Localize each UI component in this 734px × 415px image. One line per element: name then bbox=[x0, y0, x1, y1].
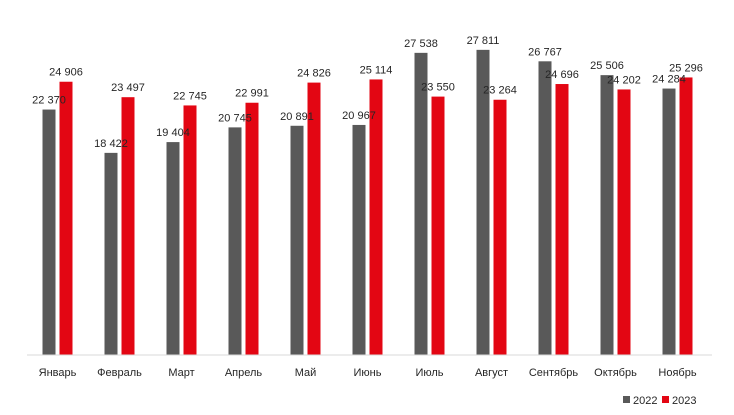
value-label-2023-9: 24 202 bbox=[607, 74, 641, 86]
category-label-3: Апрель bbox=[225, 367, 263, 379]
value-label-2023-4: 24 826 bbox=[297, 68, 331, 80]
bar-2023-7 bbox=[493, 99, 507, 356]
value-label-2023-0: 24 906 bbox=[49, 67, 83, 79]
value-label-2022-5: 20 967 bbox=[342, 110, 376, 122]
category-label-1: Февраль bbox=[97, 367, 142, 379]
bar-2022-4 bbox=[290, 125, 304, 355]
bar-2023-4 bbox=[307, 82, 321, 355]
bar-2023-8 bbox=[555, 84, 569, 355]
legend-label-2022: 2022 bbox=[633, 395, 657, 407]
bar-2022-9 bbox=[600, 75, 614, 355]
value-label-2023-8: 24 696 bbox=[545, 69, 579, 81]
bar-2023-0 bbox=[59, 81, 73, 355]
value-label-2023-3: 22 991 bbox=[235, 88, 269, 100]
category-label-5: Июнь bbox=[354, 367, 382, 379]
bar-2023-5 bbox=[369, 79, 383, 355]
value-label-2023-7: 23 264 bbox=[483, 85, 517, 97]
bar-2022-0 bbox=[42, 109, 56, 355]
bars-layer bbox=[42, 49, 693, 356]
bar-2023-9 bbox=[617, 89, 631, 355]
category-label-2: Март bbox=[168, 367, 194, 379]
category-label-0: Январь bbox=[39, 367, 77, 379]
bar-2023-10 bbox=[679, 77, 693, 355]
category-label-10: Ноябрь bbox=[658, 367, 696, 379]
category-label-7: Август bbox=[475, 367, 508, 379]
bar-2022-2 bbox=[166, 142, 180, 355]
value-label-2022-3: 20 745 bbox=[218, 112, 252, 124]
value-label-2022-2: 19 404 bbox=[156, 127, 190, 139]
category-labels-layer: Январь Февраль Март Апрель Май Июнь Июль Август… bbox=[39, 367, 697, 379]
bar-2023-2 bbox=[183, 105, 197, 355]
value-label-2023-10: 25 296 bbox=[669, 62, 703, 74]
value-label-2022-6: 27 538 bbox=[404, 38, 438, 50]
category-label-9: Октябрь bbox=[594, 367, 637, 379]
value-label-2022-8: 26 767 bbox=[528, 46, 562, 58]
value-label-2022-1: 18 422 bbox=[94, 138, 128, 150]
bar-2022-8 bbox=[538, 61, 552, 356]
legend-label-2023: 2023 bbox=[672, 395, 696, 407]
value-label-2022-0: 22 370 bbox=[32, 95, 66, 107]
bar-2022-10 bbox=[662, 88, 676, 356]
value-label-2023-1: 23 497 bbox=[111, 82, 145, 94]
value-label-2022-10: 24 284 bbox=[652, 74, 686, 86]
bar-2022-5 bbox=[352, 124, 366, 355]
bar-2022-1 bbox=[104, 152, 118, 355]
bar-2022-6 bbox=[414, 52, 428, 355]
value-label-2023-6: 23 550 bbox=[421, 82, 455, 94]
legend-swatch-2023 bbox=[662, 396, 669, 403]
value-label-2022-7: 27 811 bbox=[467, 35, 500, 47]
legend-swatch-2022 bbox=[623, 396, 630, 403]
value-label-2023-5: 25 114 bbox=[360, 64, 393, 76]
category-label-8: Сентябрь bbox=[529, 367, 579, 379]
legend: 2022 2023 bbox=[623, 395, 696, 407]
bar-2022-7 bbox=[476, 49, 490, 355]
bar-2023-6 bbox=[431, 96, 445, 355]
bar-2023-3 bbox=[245, 102, 259, 356]
category-label-6: Июль bbox=[415, 367, 443, 379]
bar-2023-1 bbox=[121, 97, 135, 355]
value-label-2022-4: 20 891 bbox=[280, 111, 314, 123]
value-label-2022-9: 25 506 bbox=[590, 60, 624, 72]
value-labels-layer: 22 370 24 906 18 422 23 497 19 404 22 745 20 7… bbox=[32, 35, 703, 150]
category-label-4: Май bbox=[295, 367, 317, 379]
value-label-2023-2: 22 745 bbox=[173, 90, 207, 102]
bar-2022-3 bbox=[228, 127, 242, 355]
